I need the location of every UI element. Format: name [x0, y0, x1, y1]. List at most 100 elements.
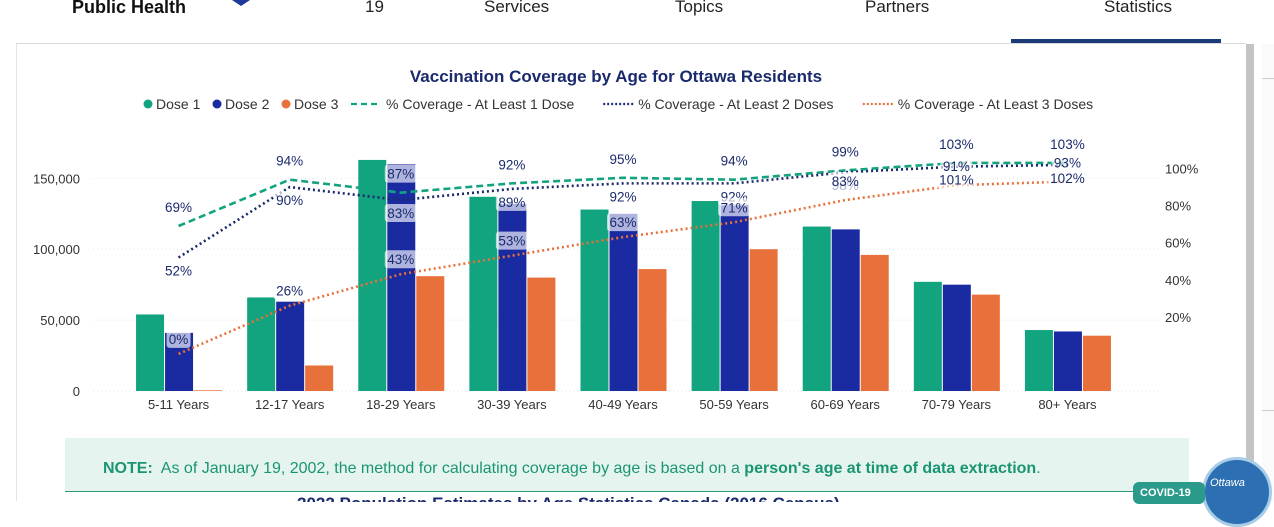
- data-label: 89%: [498, 195, 525, 210]
- data-label: 87%: [387, 167, 414, 182]
- data-label: 94%: [276, 154, 303, 169]
- x-tick-label: 60-69 Years: [811, 397, 881, 412]
- data-label-bg: [607, 213, 639, 232]
- data-labels: 69% 94% 87% 92% 95% 94% 99% 103% 103% 52% 90% 83% 89…: [162, 134, 1088, 348]
- data-label-bg: [607, 187, 639, 206]
- x-tick-label: 70-79 Years: [922, 397, 992, 412]
- note-body: As of January 19, 2002, the method for c…: [160, 460, 740, 477]
- next-section-title: 2022 Population Estimates by Age Statist…: [297, 494, 840, 502]
- data-label: 63%: [609, 215, 636, 230]
- brand-name[interactable]: Public Health: [72, 0, 187, 17]
- bar-dose-1: [247, 297, 276, 391]
- legend-item: Dose 3: [294, 96, 339, 112]
- note-label: NOTE:: [103, 460, 153, 477]
- data-label: 103%: [939, 137, 974, 152]
- y2-tick-label: 20%: [1165, 310, 1191, 325]
- bar-dose-3: [305, 365, 334, 391]
- data-label: 93%: [1054, 156, 1081, 171]
- legend-item: Dose 1: [156, 96, 201, 112]
- bar-dose-1: [358, 159, 387, 391]
- bar-dose-1: [580, 209, 609, 391]
- x-tick-label: 5-11 Years: [148, 397, 210, 412]
- ottawa-logo-circle[interactable]: [1202, 457, 1272, 527]
- legend-marker: [143, 99, 153, 109]
- bar-dose-2: [609, 213, 638, 391]
- bar-dose-2: [387, 164, 416, 391]
- data-label-bg: [273, 191, 306, 210]
- x-tick-label: 50-59 Years: [699, 397, 769, 412]
- bar-dose-1: [802, 226, 831, 391]
- data-label-bg: [936, 134, 977, 153]
- data-label: 43%: [387, 252, 414, 267]
- page-frame-edge: [16, 44, 17, 501]
- nav-item-statistics[interactable]: Statistics: [1104, 0, 1173, 16]
- chart-axes: 0 50,000 100,000 150,000 20% 40% 60% 80% 100% 5-1…: [33, 162, 1199, 412]
- x-tick-label: 18-29 Years: [366, 397, 436, 412]
- data-label-bg: [162, 198, 195, 217]
- data-label: 94%: [721, 154, 748, 169]
- nav-item-services[interactable]: Services: [484, 0, 550, 16]
- legend-marker: [212, 99, 222, 109]
- bar-dose-1: [136, 314, 165, 391]
- data-label: 26%: [276, 284, 303, 299]
- data-label-bg: [829, 172, 862, 191]
- bar-dose-3: [638, 269, 667, 391]
- coverage-line: [178, 180, 1068, 356]
- y-tick-label: 0: [73, 384, 80, 399]
- data-label: 102%: [1050, 171, 1085, 186]
- scrollbar[interactable]: [1246, 44, 1254, 501]
- coverage-line: [178, 161, 1068, 228]
- data-label-bg: [384, 164, 417, 183]
- data-label-bg: [273, 151, 306, 170]
- data-label-bg: [940, 157, 973, 176]
- data-label: 71%: [721, 200, 748, 215]
- nav-item-covid[interactable]: 19: [365, 0, 384, 16]
- side-rail: [1262, 44, 1274, 501]
- nav-item-topics[interactable]: Topics: [675, 0, 724, 16]
- x-tick-label: 12-17 Years: [255, 397, 325, 412]
- y-tick-label: 100,000: [33, 242, 80, 257]
- note-panel: NOTE: As of January 19, 2002, the method…: [65, 438, 1189, 502]
- side-rail-divider: [1262, 410, 1274, 411]
- x-tick-label: 80+ Years: [1038, 397, 1097, 412]
- bar-dose-2: [831, 229, 860, 391]
- bar-dose-3: [194, 390, 223, 391]
- bar-dose-1: [469, 196, 498, 391]
- bar-dose-1: [691, 201, 720, 391]
- bar-dose-3: [860, 254, 889, 391]
- data-label-bg: [166, 329, 191, 348]
- data-label-bg: [273, 281, 306, 300]
- nav-item-partners[interactable]: Partners: [865, 0, 930, 16]
- data-label-bg: [162, 261, 195, 280]
- data-label-bg: [1047, 134, 1088, 153]
- chart-title: Vaccination Coverage by Age for Ottawa R…: [410, 67, 822, 86]
- note-end: .: [1036, 460, 1041, 477]
- data-label-bg: [384, 204, 417, 223]
- data-label: 95%: [609, 152, 636, 167]
- bar-dose-1: [1024, 330, 1053, 391]
- bar-dose-3: [1082, 335, 1111, 391]
- x-tick-label: 30-39 Years: [477, 397, 547, 412]
- data-label-bg: [718, 151, 751, 170]
- note-emphasis: person's age at time of data extraction: [744, 460, 1037, 477]
- next-section: 2022 Population Estimates by Age Statist…: [65, 491, 1189, 502]
- side-rail-divider: [1262, 78, 1274, 79]
- y-tick-label: 50,000: [40, 313, 80, 328]
- data-label: 90%: [276, 193, 303, 208]
- x-tick-label: 40-49 Years: [588, 397, 658, 412]
- data-label-bg: [1051, 153, 1084, 172]
- y2-tick-label: 100%: [1165, 162, 1199, 177]
- data-label: 99%: [832, 144, 859, 159]
- data-label-bg: [495, 231, 528, 250]
- bar-dose-1: [913, 281, 942, 391]
- bar-dose-3: [749, 249, 778, 391]
- y-tick-label: 150,000: [33, 171, 80, 186]
- data-label: 91%: [943, 159, 970, 174]
- note-text: NOTE: As of January 19, 2002, the method…: [103, 460, 1041, 478]
- covid-19-badge[interactable]: COVID-19: [1133, 482, 1205, 504]
- data-label: 101%: [939, 173, 974, 188]
- data-label-bg: [495, 155, 528, 174]
- vaccination-coverage-chart: Vaccination Coverage by Age for Ottawa R…: [33, 67, 1199, 412]
- bar-dose-3: [416, 276, 445, 391]
- data-label: 83%: [832, 174, 859, 189]
